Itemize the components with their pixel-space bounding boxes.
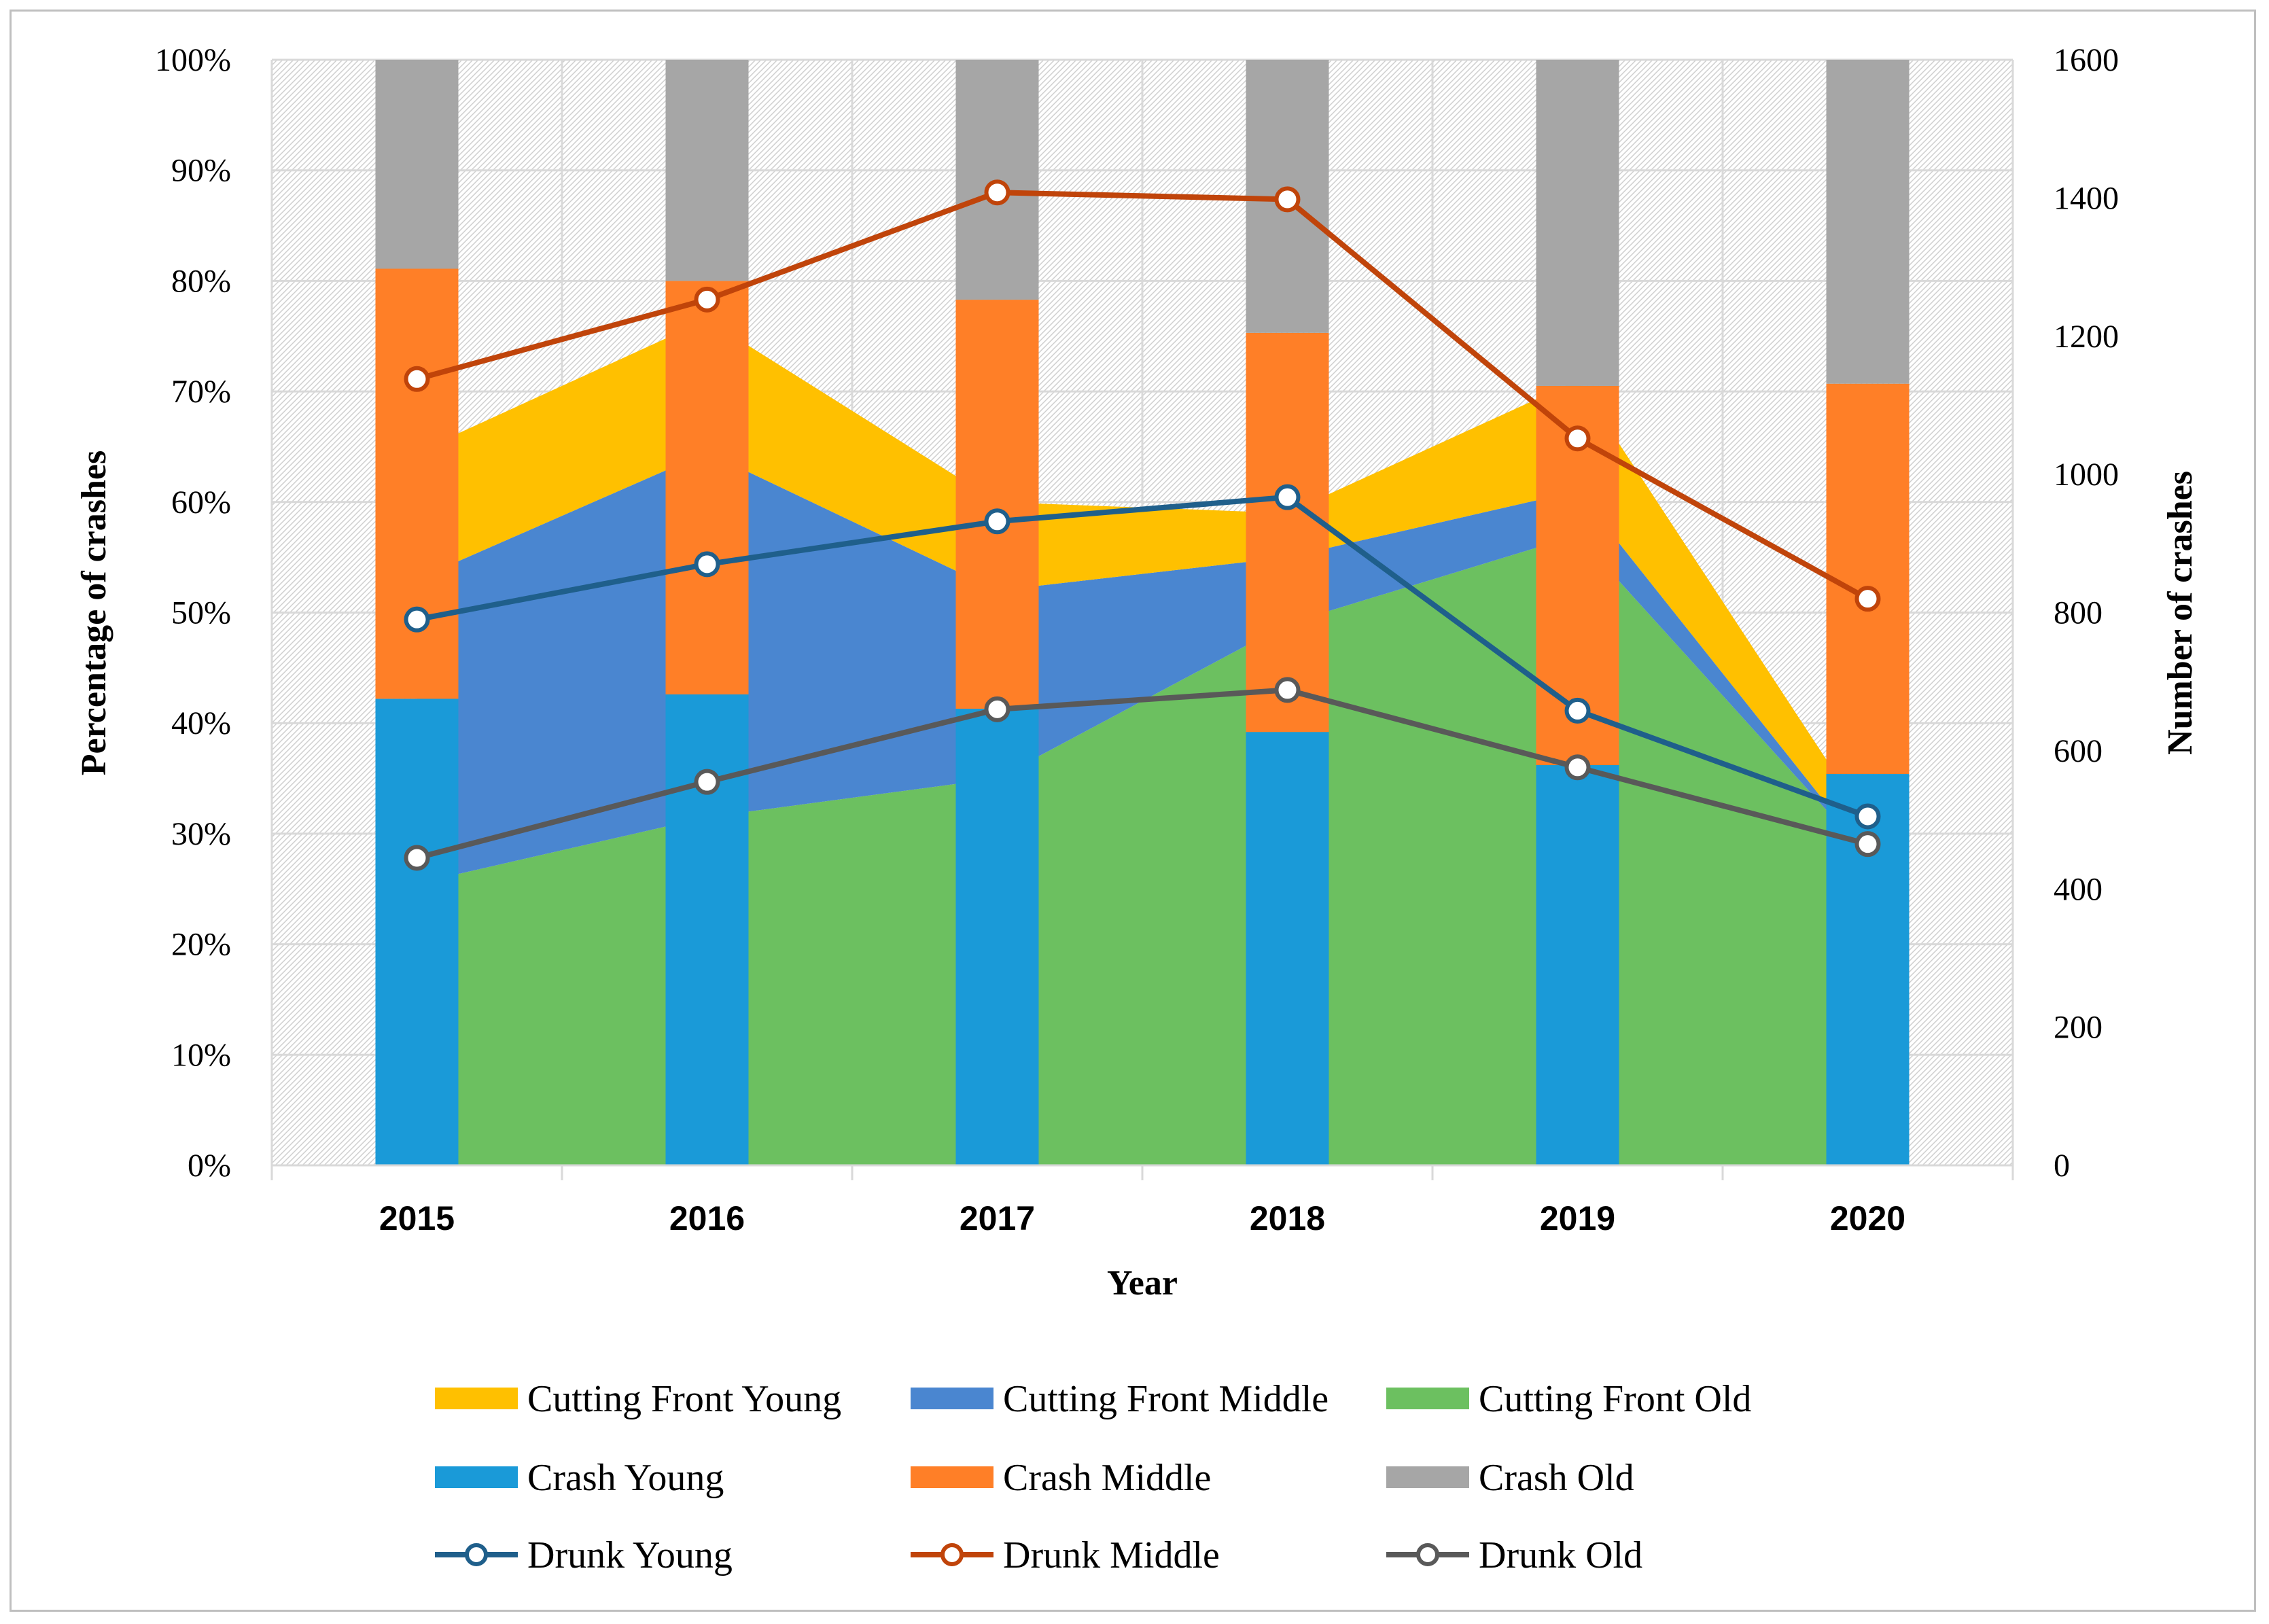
y-tick-label: 80% xyxy=(171,263,231,299)
area-cutting-front-young xyxy=(417,319,1868,856)
x-tick-label: 2015 xyxy=(379,1199,455,1237)
legend-label-crash-middle: Crash Middle xyxy=(1003,1457,1211,1499)
marker-drunk-old-2015 xyxy=(404,845,430,871)
y-tick-label: 40% xyxy=(171,705,231,741)
marker-drunk-old-2018 xyxy=(1274,677,1301,703)
area-series-layer xyxy=(417,319,1868,1165)
legend-swatch-crash-young xyxy=(435,1466,518,1488)
y2-tick-label: 1000 xyxy=(2054,457,2119,493)
legend-marker-drunk-young xyxy=(465,1543,488,1566)
y-tick-label: 10% xyxy=(171,1037,231,1073)
area-cutting-front-old xyxy=(417,535,1868,1165)
y-tick-label: 0% xyxy=(188,1148,231,1184)
legend-label-crash-old: Crash Old xyxy=(1479,1457,1634,1499)
legend-marker-drunk-middle xyxy=(940,1543,964,1566)
y2-tick-label: 200 xyxy=(2054,1010,2103,1046)
y-axis-title: Percentage of crashes xyxy=(75,451,113,775)
marker-drunk-young-2015 xyxy=(404,606,430,633)
bar-crash-old-2016 xyxy=(665,60,749,281)
y-tick-label: 60% xyxy=(171,484,231,520)
bar-crash-middle-2017 xyxy=(955,300,1039,709)
x-tick-label: 2017 xyxy=(960,1199,1035,1237)
bar-crash-middle-2015 xyxy=(375,268,459,699)
y-tick-label: 90% xyxy=(171,153,231,189)
y-tick-label: 70% xyxy=(171,374,231,410)
legend: Cutting Front Young Cutting Front Middle C… xyxy=(435,1378,1751,1576)
legend-swatch-cutting-front-old xyxy=(1386,1388,1469,1409)
marker-drunk-young-2020 xyxy=(1854,803,1881,830)
bar-crash-middle-2020 xyxy=(1826,383,1910,775)
legend-marker-drunk-old xyxy=(1416,1543,1439,1566)
marker-drunk-young-2017 xyxy=(984,508,1010,535)
marker-drunk-old-2016 xyxy=(694,769,720,795)
x-tick-label: 2019 xyxy=(1540,1199,1615,1237)
legend-swatch-cutting-front-middle xyxy=(911,1388,993,1409)
bar-crash-old-2020 xyxy=(1826,60,1910,384)
x-tick-label: 2016 xyxy=(669,1199,745,1237)
bar-crash-young-2016 xyxy=(665,694,749,1165)
bar-crash-young-2018 xyxy=(1246,732,1329,1165)
bar-crash-old-2019 xyxy=(1536,60,1619,386)
marker-drunk-middle-2017 xyxy=(984,179,1010,206)
y2-tick-label: 0 xyxy=(2054,1148,2070,1184)
bar-crash-old-2015 xyxy=(375,60,459,269)
legend-label-cutting-front-old: Cutting Front Old xyxy=(1479,1378,1751,1420)
bar-crash-middle-2018 xyxy=(1246,332,1329,732)
marker-drunk-middle-2018 xyxy=(1274,186,1301,213)
y2-tick-label: 1600 xyxy=(2054,42,2119,78)
legend-label-crash-young: Crash Young xyxy=(527,1457,724,1499)
y-tick-label: 100% xyxy=(155,42,231,78)
bar-crash-young-2015 xyxy=(375,699,459,1165)
marker-drunk-young-2019 xyxy=(1564,697,1591,724)
y2-tick-label: 1200 xyxy=(2054,319,2119,355)
legend-swatch-crash-middle xyxy=(911,1466,993,1488)
y-tick-label: 30% xyxy=(171,816,231,852)
x-tick-label: 2020 xyxy=(1830,1199,1905,1237)
line-drunk-old xyxy=(416,687,1869,861)
y2-tick-label: 600 xyxy=(2054,733,2103,769)
marker-drunk-young-2016 xyxy=(694,551,720,578)
y2-axis-title: Number of crashes xyxy=(2161,471,2200,755)
bar-crash-middle-2016 xyxy=(665,281,749,694)
x-tick-label: 2018 xyxy=(1250,1199,1325,1237)
legend-swatch-crash-old xyxy=(1386,1466,1469,1488)
y2-tick-label: 400 xyxy=(2054,871,2103,907)
legend-label-cutting-front-young: Cutting Front Young xyxy=(527,1378,841,1420)
line-drunk-middle xyxy=(416,190,1869,601)
bar-crash-young-2019 xyxy=(1536,765,1619,1165)
y-tick-label: 20% xyxy=(171,927,231,963)
legend-label-drunk-old: Drunk Old xyxy=(1479,1534,1642,1576)
legend-label-cutting-front-middle: Cutting Front Middle xyxy=(1003,1378,1329,1420)
y2-tick-label: 1400 xyxy=(2054,180,2119,216)
line-series-layer xyxy=(404,179,1881,871)
x-axis-title: Year xyxy=(1107,1264,1178,1303)
area-cutting-front-middle xyxy=(417,452,1868,884)
marker-drunk-old-2019 xyxy=(1564,754,1591,781)
marker-drunk-middle-2016 xyxy=(694,286,720,313)
marker-drunk-young-2018 xyxy=(1274,484,1301,510)
legend-swatch-cutting-front-young xyxy=(435,1388,518,1409)
axes-layer: 0% 10% 20% 30% 40% 50% 60% 70% 80% 90% 100% 0 200 400… xyxy=(75,42,2200,1303)
marker-drunk-old-2017 xyxy=(984,696,1010,722)
marker-drunk-middle-2019 xyxy=(1564,425,1591,452)
y2-tick-label: 800 xyxy=(2054,595,2103,631)
legend-label-drunk-young: Drunk Young xyxy=(527,1534,733,1576)
legend-label-drunk-middle: Drunk Middle xyxy=(1003,1534,1220,1576)
marker-drunk-middle-2015 xyxy=(404,366,430,392)
line-drunk-young xyxy=(416,494,1869,819)
marker-drunk-old-2020 xyxy=(1854,831,1881,858)
bar-crash-young-2017 xyxy=(955,709,1039,1165)
y-tick-label: 50% xyxy=(171,595,231,631)
marker-drunk-middle-2020 xyxy=(1854,586,1881,612)
